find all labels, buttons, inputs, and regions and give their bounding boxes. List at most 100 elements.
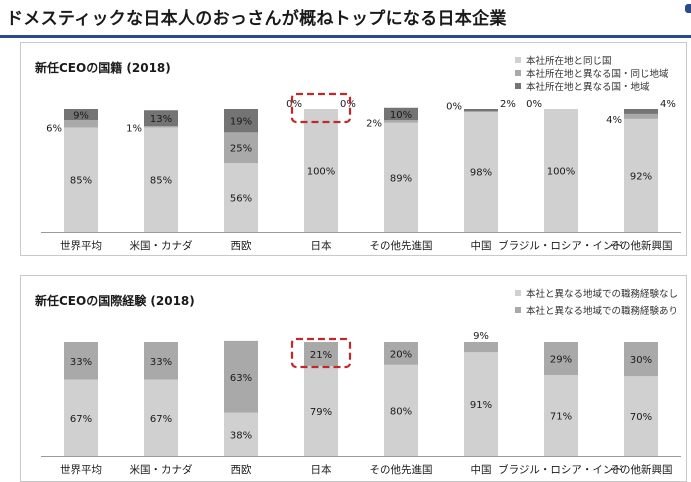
- legend-item: 本社所在地と異なる国・地域: [515, 79, 669, 93]
- data-label: 2%: [500, 99, 516, 110]
- data-label: 6%: [46, 123, 62, 134]
- data-label: 20%: [390, 349, 412, 360]
- data-label: 67%: [150, 414, 172, 425]
- data-label: 13%: [150, 114, 172, 125]
- data-label: 1%: [126, 123, 142, 134]
- bar-segment: [464, 342, 498, 353]
- data-label: 63%: [230, 373, 252, 384]
- data-label: 70%: [630, 412, 652, 423]
- bar-segment: [224, 412, 258, 456]
- category-label: その他新興国: [610, 463, 673, 476]
- bar-segment: [624, 113, 658, 119]
- bar-segment: [224, 163, 258, 232]
- category-label: ブラジル・ロシア・インド: [498, 463, 624, 476]
- data-label: 85%: [150, 176, 172, 187]
- legend-item: 本社所在地と同じ国: [515, 53, 669, 67]
- data-label: 85%: [70, 176, 92, 187]
- bar-segment: [64, 120, 98, 128]
- legend-swatch: [515, 306, 521, 313]
- bar-segment: [624, 118, 658, 232]
- data-label: 91%: [470, 400, 492, 411]
- bar-segment: [624, 342, 658, 377]
- data-label: 100%: [307, 167, 336, 178]
- data-label: 4%: [606, 115, 622, 126]
- data-label: 0%: [526, 99, 542, 110]
- legend-swatch: [515, 69, 521, 76]
- experience-chart-title: 新任CEOの国際経験 (2018): [35, 294, 195, 308]
- bar-segment: [304, 342, 338, 366]
- data-label: 56%: [230, 194, 252, 205]
- category-label: 西欧: [231, 240, 252, 252]
- legend-swatch: [515, 289, 521, 296]
- legend-item: 本社と異なる地域での職務経験あり: [515, 301, 678, 318]
- data-label: 38%: [230, 430, 252, 441]
- data-label: 2%: [366, 119, 382, 130]
- legend-label: 本社所在地と異なる国・地域: [526, 81, 650, 93]
- data-label: 9%: [473, 331, 489, 342]
- data-label: 29%: [550, 355, 572, 366]
- bar-segment: [224, 132, 258, 164]
- bar-segment: [224, 109, 258, 133]
- category-label: その他新興国: [610, 239, 673, 252]
- category-label: その他先進国: [370, 239, 433, 252]
- legend-label: 本社所在地と異なる国・同じ地域: [526, 68, 669, 80]
- category-label: 中国: [471, 463, 492, 476]
- data-label: 21%: [310, 350, 332, 361]
- data-label: 10%: [390, 110, 412, 121]
- category-label: 日本: [311, 463, 332, 476]
- category-label: ブラジル・ロシア・インド: [498, 239, 624, 252]
- bar-segment: [384, 122, 418, 232]
- nationality-legend: 本社所在地と同じ国 本社所在地と異なる国・同じ地域 本社所在地と異なる国・地域: [515, 53, 669, 93]
- bar-segment: [64, 127, 98, 232]
- category-label: 米国・カナダ: [130, 239, 193, 252]
- bar-segment: [384, 342, 418, 365]
- bar-segment: [624, 109, 658, 114]
- bar-segment: [144, 127, 178, 232]
- category-label: その他先進国: [370, 463, 433, 476]
- bar-segment: [544, 109, 578, 232]
- data-label: 9%: [73, 111, 89, 122]
- category-label: 世界平均: [60, 464, 102, 476]
- bar-segment: [464, 109, 498, 112]
- data-label: 79%: [310, 407, 332, 418]
- legend-item: 本社所在地と異なる国・同じ地域: [515, 66, 669, 80]
- legend-item: 本社と異なる地域での職務経験なし: [515, 284, 678, 301]
- nationality-chart-title: 新任CEOの国籍 (2018): [35, 61, 171, 75]
- data-label: 92%: [630, 171, 652, 182]
- bar-segment: [64, 379, 98, 456]
- category-label: 西欧: [231, 464, 252, 476]
- bar-segment: [144, 379, 178, 456]
- bar-segment: [64, 109, 98, 121]
- bar-segment: [304, 109, 338, 232]
- experience-chart-panel: 新任CEOの国際経験 (2018) 本社と異なる地域での職務経験なし 本社と異な…: [20, 275, 687, 482]
- experience-legend: 本社と異なる地域での職務経験なし 本社と異なる地域での職務経験あり: [515, 284, 678, 318]
- data-label: 33%: [70, 357, 92, 368]
- bar-segment: [304, 365, 338, 456]
- data-label: 19%: [230, 117, 252, 128]
- bar-segment: [464, 352, 498, 456]
- corner-marker: [685, 4, 691, 13]
- bar-segment: [624, 376, 658, 456]
- bar-segment: [384, 107, 418, 121]
- category-label: 日本: [311, 239, 332, 252]
- data-label: 25%: [230, 144, 252, 155]
- data-label: 0%: [286, 99, 302, 110]
- data-label: 89%: [390, 173, 412, 184]
- legend-swatch: [515, 82, 521, 89]
- highlight-box: [290, 337, 352, 369]
- bar-segment: [544, 342, 578, 376]
- nationality-stacked-bar-chart: 世界平均 米国・カナダ 西欧 日本 その他先進国 中国 ブラジル・ロシア・インドその他新興国…: [41, 92, 681, 252]
- bar-segment: [144, 126, 178, 128]
- legend-label: 本社所在地と同じ国: [526, 55, 612, 67]
- bar-segment: [544, 375, 578, 456]
- data-label: 98%: [470, 168, 492, 179]
- experience-stacked-bar-chart: 世界平均 米国・カナダ 西欧 日本 その他先進国 中国 ブラジル・ロシア・インドその他新興国…: [41, 331, 681, 476]
- data-label: 0%: [340, 99, 356, 110]
- bar-segment: [224, 340, 258, 413]
- title-rule: [0, 35, 691, 38]
- bar-segment: [64, 342, 98, 380]
- data-label: 100%: [547, 167, 576, 178]
- bar-segment: [384, 364, 418, 456]
- highlight-box: [290, 92, 352, 124]
- bar-segment: [144, 110, 178, 127]
